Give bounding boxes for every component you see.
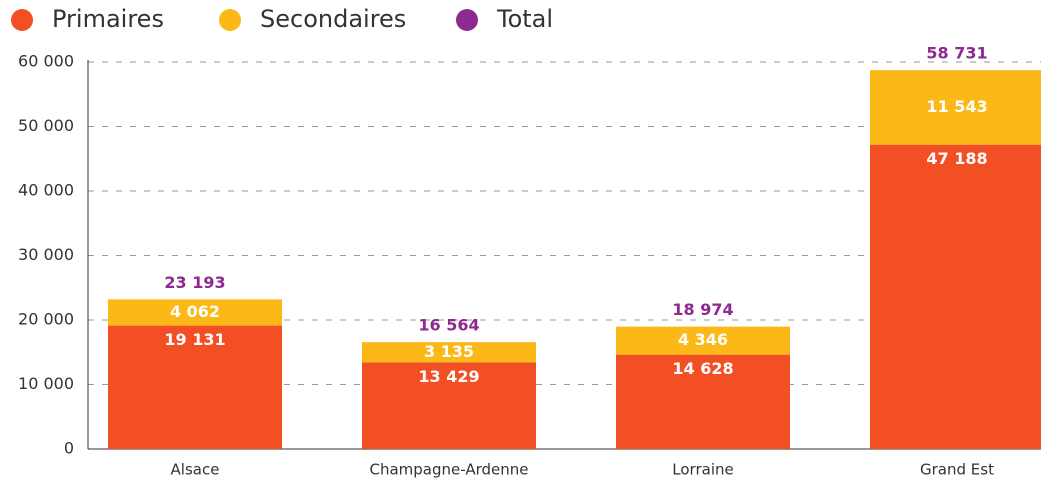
value-label: 4 346	[678, 330, 728, 349]
total-label: 23 193	[164, 273, 225, 292]
total-label: 16 564	[418, 316, 479, 335]
y-tick-label: 50 000	[18, 116, 74, 135]
total-label: 18 974	[672, 300, 733, 319]
value-label: 4 062	[170, 302, 220, 321]
x-tick-label: Alsace	[171, 461, 220, 479]
bar-segment	[870, 144, 1041, 450]
value-label: 11 543	[926, 97, 987, 116]
legend-swatch	[219, 9, 241, 31]
value-label: 14 628	[672, 359, 733, 378]
legend-label: Secondaires	[260, 5, 406, 33]
y-tick-label: 30 000	[18, 245, 74, 264]
bar-segment	[616, 326, 790, 355]
y-tick-label: 0	[64, 439, 74, 458]
legend-label: Total	[496, 5, 553, 33]
y-tick-label: 20 000	[18, 310, 74, 329]
value-label: 13 429	[418, 367, 479, 386]
bar-segment	[362, 342, 536, 363]
x-tick-label: Champagne-Ardenne	[370, 461, 529, 479]
legend-swatch	[456, 9, 478, 31]
x-tick-label: Grand Est	[920, 461, 994, 479]
value-label: 47 188	[926, 149, 987, 168]
value-label: 19 131	[164, 330, 225, 349]
legend-label: Primaires	[52, 5, 164, 33]
total-label: 58 731	[926, 44, 987, 63]
bar-segment	[362, 362, 536, 449]
y-tick-label: 40 000	[18, 181, 74, 200]
legend-swatch	[11, 9, 33, 31]
y-tick-label: 60 000	[18, 52, 74, 71]
x-tick-label: Lorraine	[672, 461, 733, 479]
bar-segment	[108, 299, 282, 326]
value-label: 3 135	[424, 342, 474, 361]
y-tick-label: 10 000	[18, 374, 74, 393]
bar-segment	[870, 70, 1041, 145]
bar-segment	[616, 354, 790, 449]
bar-segment	[108, 325, 282, 449]
